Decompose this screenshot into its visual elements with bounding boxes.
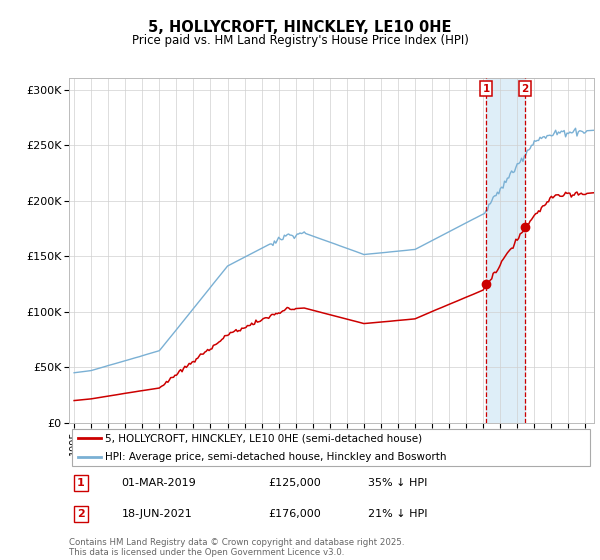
Text: 35% ↓ HPI: 35% ↓ HPI: [368, 478, 428, 488]
Text: 1: 1: [77, 478, 85, 488]
Text: 5, HOLLYCROFT, HINCKLEY, LE10 0HE (semi-detached house): 5, HOLLYCROFT, HINCKLEY, LE10 0HE (semi-…: [105, 433, 422, 443]
Text: 18-JUN-2021: 18-JUN-2021: [121, 509, 192, 519]
Text: £125,000: £125,000: [269, 478, 321, 488]
Text: 2: 2: [521, 83, 529, 94]
Text: 2: 2: [77, 509, 85, 519]
Text: HPI: Average price, semi-detached house, Hinckley and Bosworth: HPI: Average price, semi-detached house,…: [105, 452, 446, 461]
Text: £176,000: £176,000: [269, 509, 321, 519]
Text: 01-MAR-2019: 01-MAR-2019: [121, 478, 196, 488]
Bar: [486, 78, 525, 423]
Text: Contains HM Land Registry data © Crown copyright and database right 2025.
This d: Contains HM Land Registry data © Crown c…: [69, 538, 404, 557]
Text: Price paid vs. HM Land Registry's House Price Index (HPI): Price paid vs. HM Land Registry's House …: [131, 34, 469, 46]
FancyBboxPatch shape: [71, 429, 590, 466]
Text: 21% ↓ HPI: 21% ↓ HPI: [368, 509, 428, 519]
Text: 5, HOLLYCROFT, HINCKLEY, LE10 0HE: 5, HOLLYCROFT, HINCKLEY, LE10 0HE: [148, 20, 452, 35]
Text: 1: 1: [482, 83, 490, 94]
